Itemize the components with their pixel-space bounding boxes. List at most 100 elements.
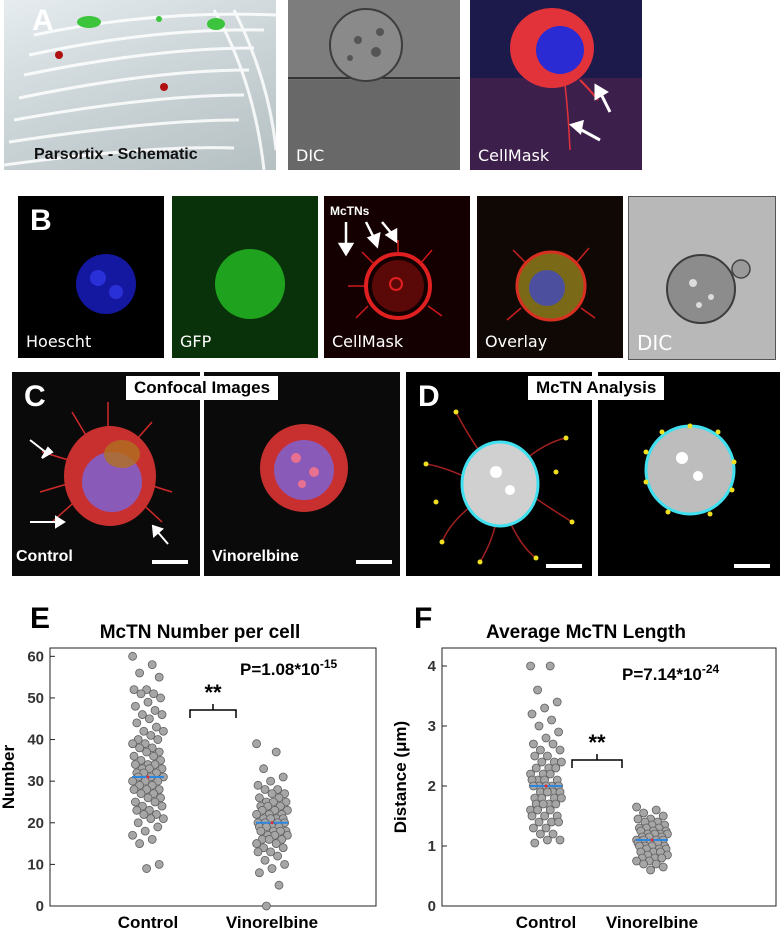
panel-b-caption-cellmask: CellMask — [332, 332, 404, 351]
data-point — [274, 880, 284, 890]
data-point — [555, 835, 565, 845]
data-point — [149, 751, 159, 761]
data-point — [144, 714, 154, 724]
data-point — [535, 745, 545, 755]
data-point — [151, 722, 161, 732]
panel-d-control-analysis-image: D — [406, 372, 592, 576]
data-point — [259, 764, 269, 774]
data-point — [260, 855, 270, 865]
data-point — [657, 853, 667, 863]
data-point — [545, 769, 555, 779]
data-point — [530, 838, 540, 848]
panel-a-dic-image: DIC — [288, 0, 460, 170]
panel-a-cellmask-image: CellMask — [470, 0, 642, 170]
data-point — [128, 739, 138, 749]
data-point — [156, 693, 166, 703]
data-point — [555, 745, 565, 755]
data-point — [252, 739, 262, 749]
data-point — [540, 811, 550, 821]
data-point — [554, 727, 564, 737]
data-point — [157, 710, 167, 719]
data-point — [278, 772, 288, 782]
data-point — [143, 697, 153, 707]
panel-a-caption-cellmask: CellMask — [478, 146, 550, 165]
panel-b-overlay-image: Overlay — [477, 196, 623, 358]
data-point — [526, 661, 536, 671]
data-point — [153, 735, 163, 744]
data-point — [128, 776, 138, 786]
mean-marker — [650, 838, 654, 842]
data-point — [146, 730, 156, 740]
data-point — [136, 689, 146, 699]
data-point — [266, 776, 276, 786]
chart-panel-label: F — [414, 602, 432, 635]
data-point — [149, 689, 159, 699]
data-point — [540, 703, 550, 713]
data-point — [530, 751, 540, 761]
data-point — [133, 818, 143, 828]
mean-marker — [146, 775, 150, 779]
x-category-label: Control — [118, 913, 178, 930]
y-tick-label: 0 — [36, 898, 44, 915]
data-point — [253, 847, 263, 857]
data-point — [256, 826, 266, 836]
data-point — [147, 835, 157, 844]
y-tick-label: 50 — [27, 690, 44, 707]
data-point — [140, 826, 150, 836]
chart-title: Average McTN Length — [486, 622, 686, 643]
data-point — [527, 709, 537, 719]
data-point — [538, 799, 548, 809]
data-point — [252, 839, 262, 848]
x-category-label: Vinorelbine — [606, 913, 698, 930]
p-value-label: P=1.08*10-15 — [240, 657, 338, 679]
chart-f: F Average McTN Length 0 1 2 3 4 Distance (μm) Co… — [392, 602, 777, 930]
data-point — [545, 805, 555, 815]
data-point — [253, 780, 263, 790]
data-point — [136, 789, 146, 799]
y-tick-label: 20 — [27, 815, 44, 832]
data-point — [128, 830, 138, 840]
significance-bracket — [189, 704, 237, 718]
data-point — [273, 851, 283, 861]
data-point — [278, 843, 288, 853]
panel-d-label: D — [418, 380, 440, 413]
data-point — [556, 793, 566, 803]
data-point — [528, 823, 538, 833]
data-point — [147, 660, 157, 670]
data-point — [130, 701, 140, 711]
data-point — [132, 805, 142, 815]
y-tick-label: 2 — [428, 778, 436, 795]
data-point — [267, 789, 277, 799]
data-point — [142, 864, 152, 873]
data-point — [128, 651, 138, 661]
significance-stars: ** — [204, 680, 222, 705]
data-point — [132, 718, 142, 728]
data-point — [271, 839, 281, 848]
panel-b-caption-hoescht: Hoescht — [26, 332, 92, 351]
y-tick-label: 30 — [27, 773, 44, 790]
chart-panel-label: E — [30, 602, 50, 635]
data-point — [658, 811, 668, 821]
data-point — [153, 822, 163, 832]
panel-c-caption-control: Control — [16, 548, 73, 565]
data-point — [639, 859, 649, 869]
panel-c-vinorelbine-scale-bar — [356, 560, 392, 564]
chart-e: E McTN Number per cell 0 10 20 30 40 50 60 Number… — [0, 602, 377, 930]
panel-c-title: Confocal Images — [126, 376, 279, 400]
data-point — [548, 739, 558, 749]
y-tick-label: 1 — [428, 838, 436, 855]
data-point — [129, 751, 139, 761]
p-value-label: P=7.14*10-24 — [622, 662, 720, 684]
y-tick-label: 10 — [27, 856, 44, 873]
data-point — [651, 805, 661, 815]
panel-c-control-image: C Control — [12, 372, 200, 576]
y-tick-label: 40 — [27, 732, 44, 749]
data-point — [280, 859, 290, 869]
data-point — [139, 810, 149, 819]
data-point — [545, 661, 555, 671]
data-point — [261, 901, 271, 911]
plot-area-frame — [49, 647, 377, 907]
panel-b-dic-image: DIC — [628, 196, 776, 360]
panel-c-control-scale-bar — [152, 560, 188, 564]
data-point — [646, 865, 656, 875]
